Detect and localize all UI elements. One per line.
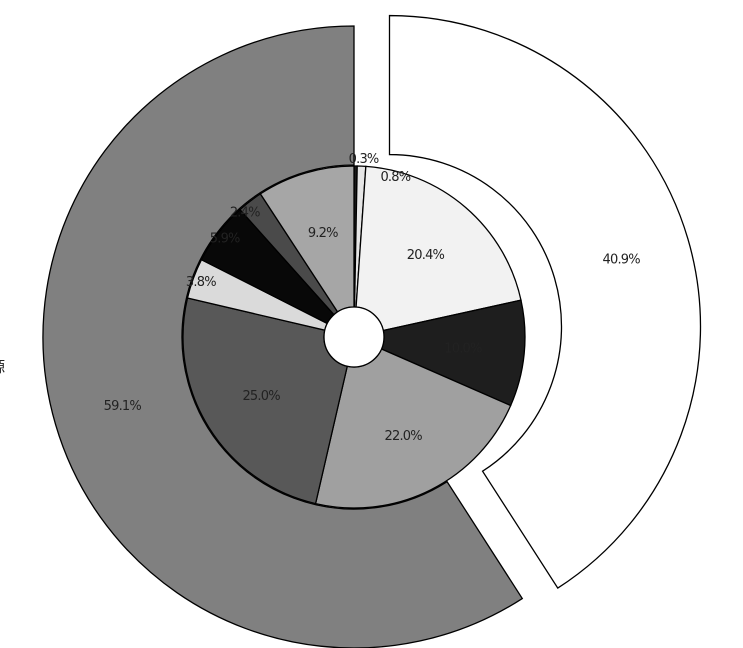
inner-value-label-7: 5.9%	[210, 232, 240, 247]
inner-value-label-8: 2.4%	[230, 206, 260, 221]
inner-value-label-6: 3.8%	[186, 275, 216, 290]
inner-value-label-5: 25.0%	[242, 389, 280, 404]
outer-slice-1	[42, 25, 524, 648]
outer-ring	[42, 14, 702, 648]
center-hole	[323, 306, 385, 368]
inner-value-label-0: 0.3%	[349, 152, 379, 167]
inner-value-label-3: 10.0%	[444, 342, 482, 357]
outer-value-label-1: 59.1%	[104, 399, 142, 414]
inner-value-label-1: 0.8%	[380, 170, 410, 185]
outer-slice-0	[388, 14, 702, 589]
inner-value-label-9: 9.2%	[308, 226, 338, 241]
category-label-1: 依存財源	[0, 358, 6, 376]
inner-value-label-2: 20.4%	[407, 248, 445, 263]
chart-labels: 40.9%自主財源59.1%依存財源0.3%0.8%20.4%10.0%22.0…	[0, 152, 641, 444]
outer-value-label-0: 40.9%	[603, 252, 641, 267]
inner-value-label-4: 22.0%	[385, 429, 423, 444]
inner-ring	[182, 165, 526, 509]
